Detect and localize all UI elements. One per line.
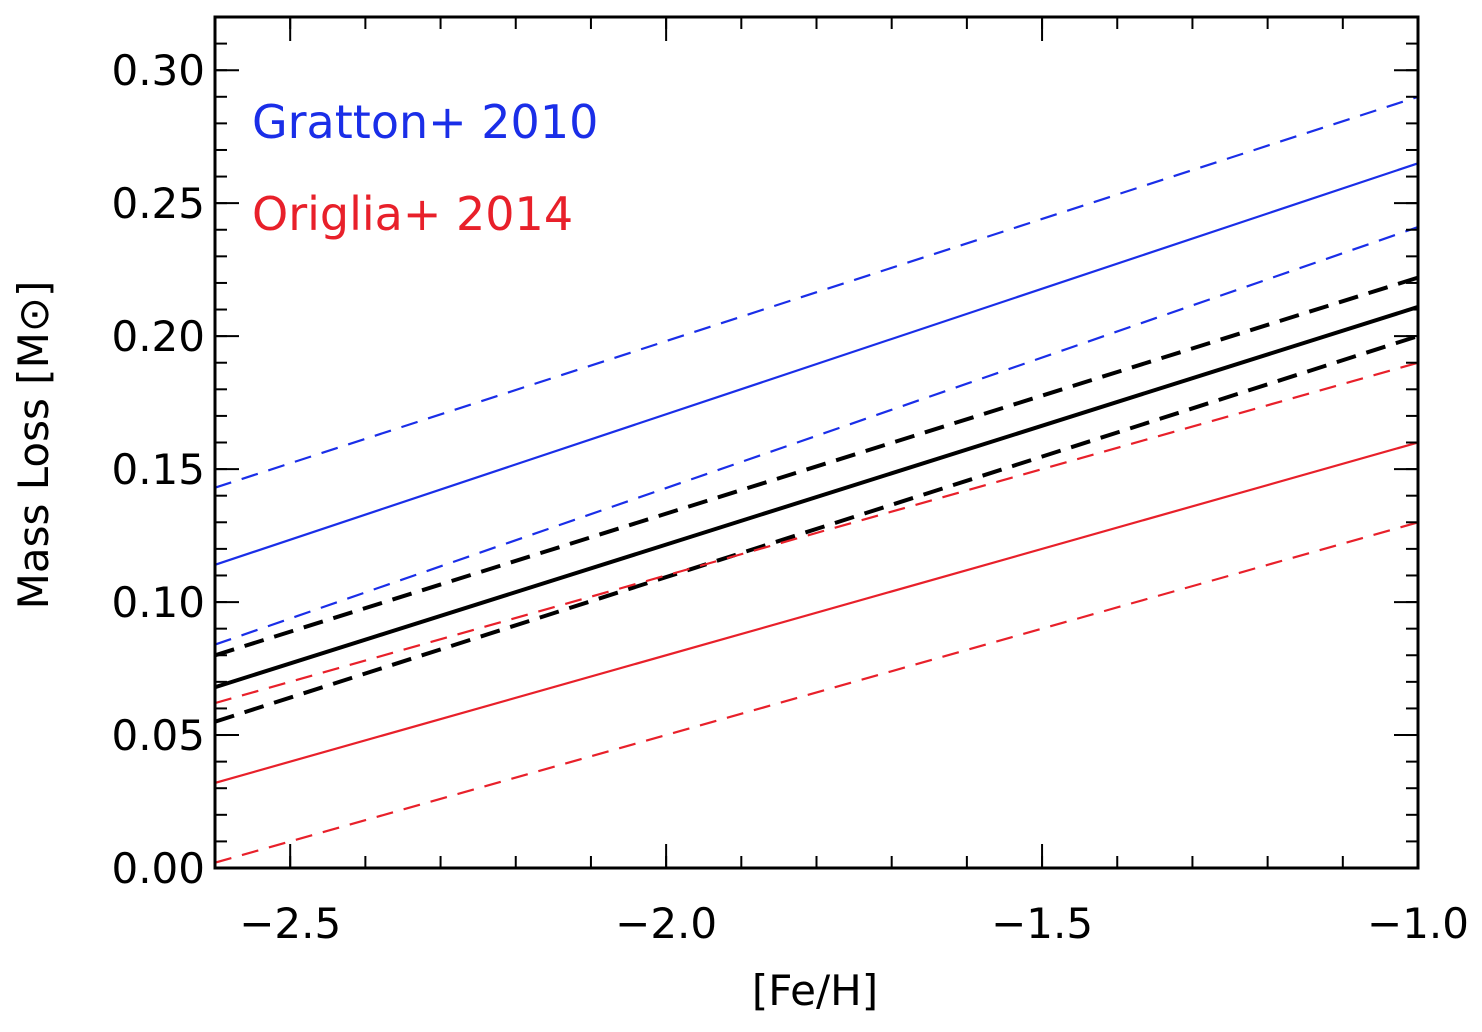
x-tick-label: −2.0 <box>615 899 717 948</box>
x-tick-label: −1.0 <box>1367 899 1469 948</box>
series-line: Origlia+ 2014 upper <box>215 361 1418 705</box>
x-axis-title: [Fe/H] <box>752 966 878 1015</box>
series-line: Fit lower <box>215 334 1418 724</box>
legend-gratton: Gratton+ 2010 <box>252 95 598 149</box>
labels-layer: −2.5 −2.0 −1.5 −1.0 0.00 0.05 0.10 0.15 0.20 0.25… <box>111 46 1469 948</box>
y-tick-label: 0.00 <box>111 844 205 893</box>
y-tick-label: 0.20 <box>111 312 205 361</box>
series-line: Origlia+ 2014 <box>215 441 1418 784</box>
y-tick-label: 0.30 <box>111 46 205 95</box>
series-line: Fit upper <box>215 275 1418 658</box>
plot-frame <box>213 15 1420 870</box>
legend-origlia: Origlia+ 2014 <box>252 187 573 241</box>
y-tick-label: 0.10 <box>111 578 205 627</box>
x-tick-label: −2.5 <box>239 899 341 948</box>
y-tick-label: 0.25 <box>111 179 205 228</box>
series-line: Gratton+ 2010 upper <box>215 95 1418 489</box>
series-line: Gratton+ 2010 <box>215 162 1418 566</box>
x-tick-label: −1.5 <box>991 899 1093 948</box>
series-line: Gratton+ 2010 lower <box>215 226 1418 646</box>
series-line: Fit <box>215 304 1418 690</box>
y-axis-title: Mass Loss [M⊙] <box>9 281 58 610</box>
y-tick-label: 0.05 <box>111 711 205 760</box>
series-layer: Gratton+ 2010 upperGratton+ 2010Gratton+… <box>215 95 1418 864</box>
y-tick-label: 0.15 <box>111 445 205 494</box>
series-line: Origlia+ 2014 lower <box>215 521 1418 864</box>
